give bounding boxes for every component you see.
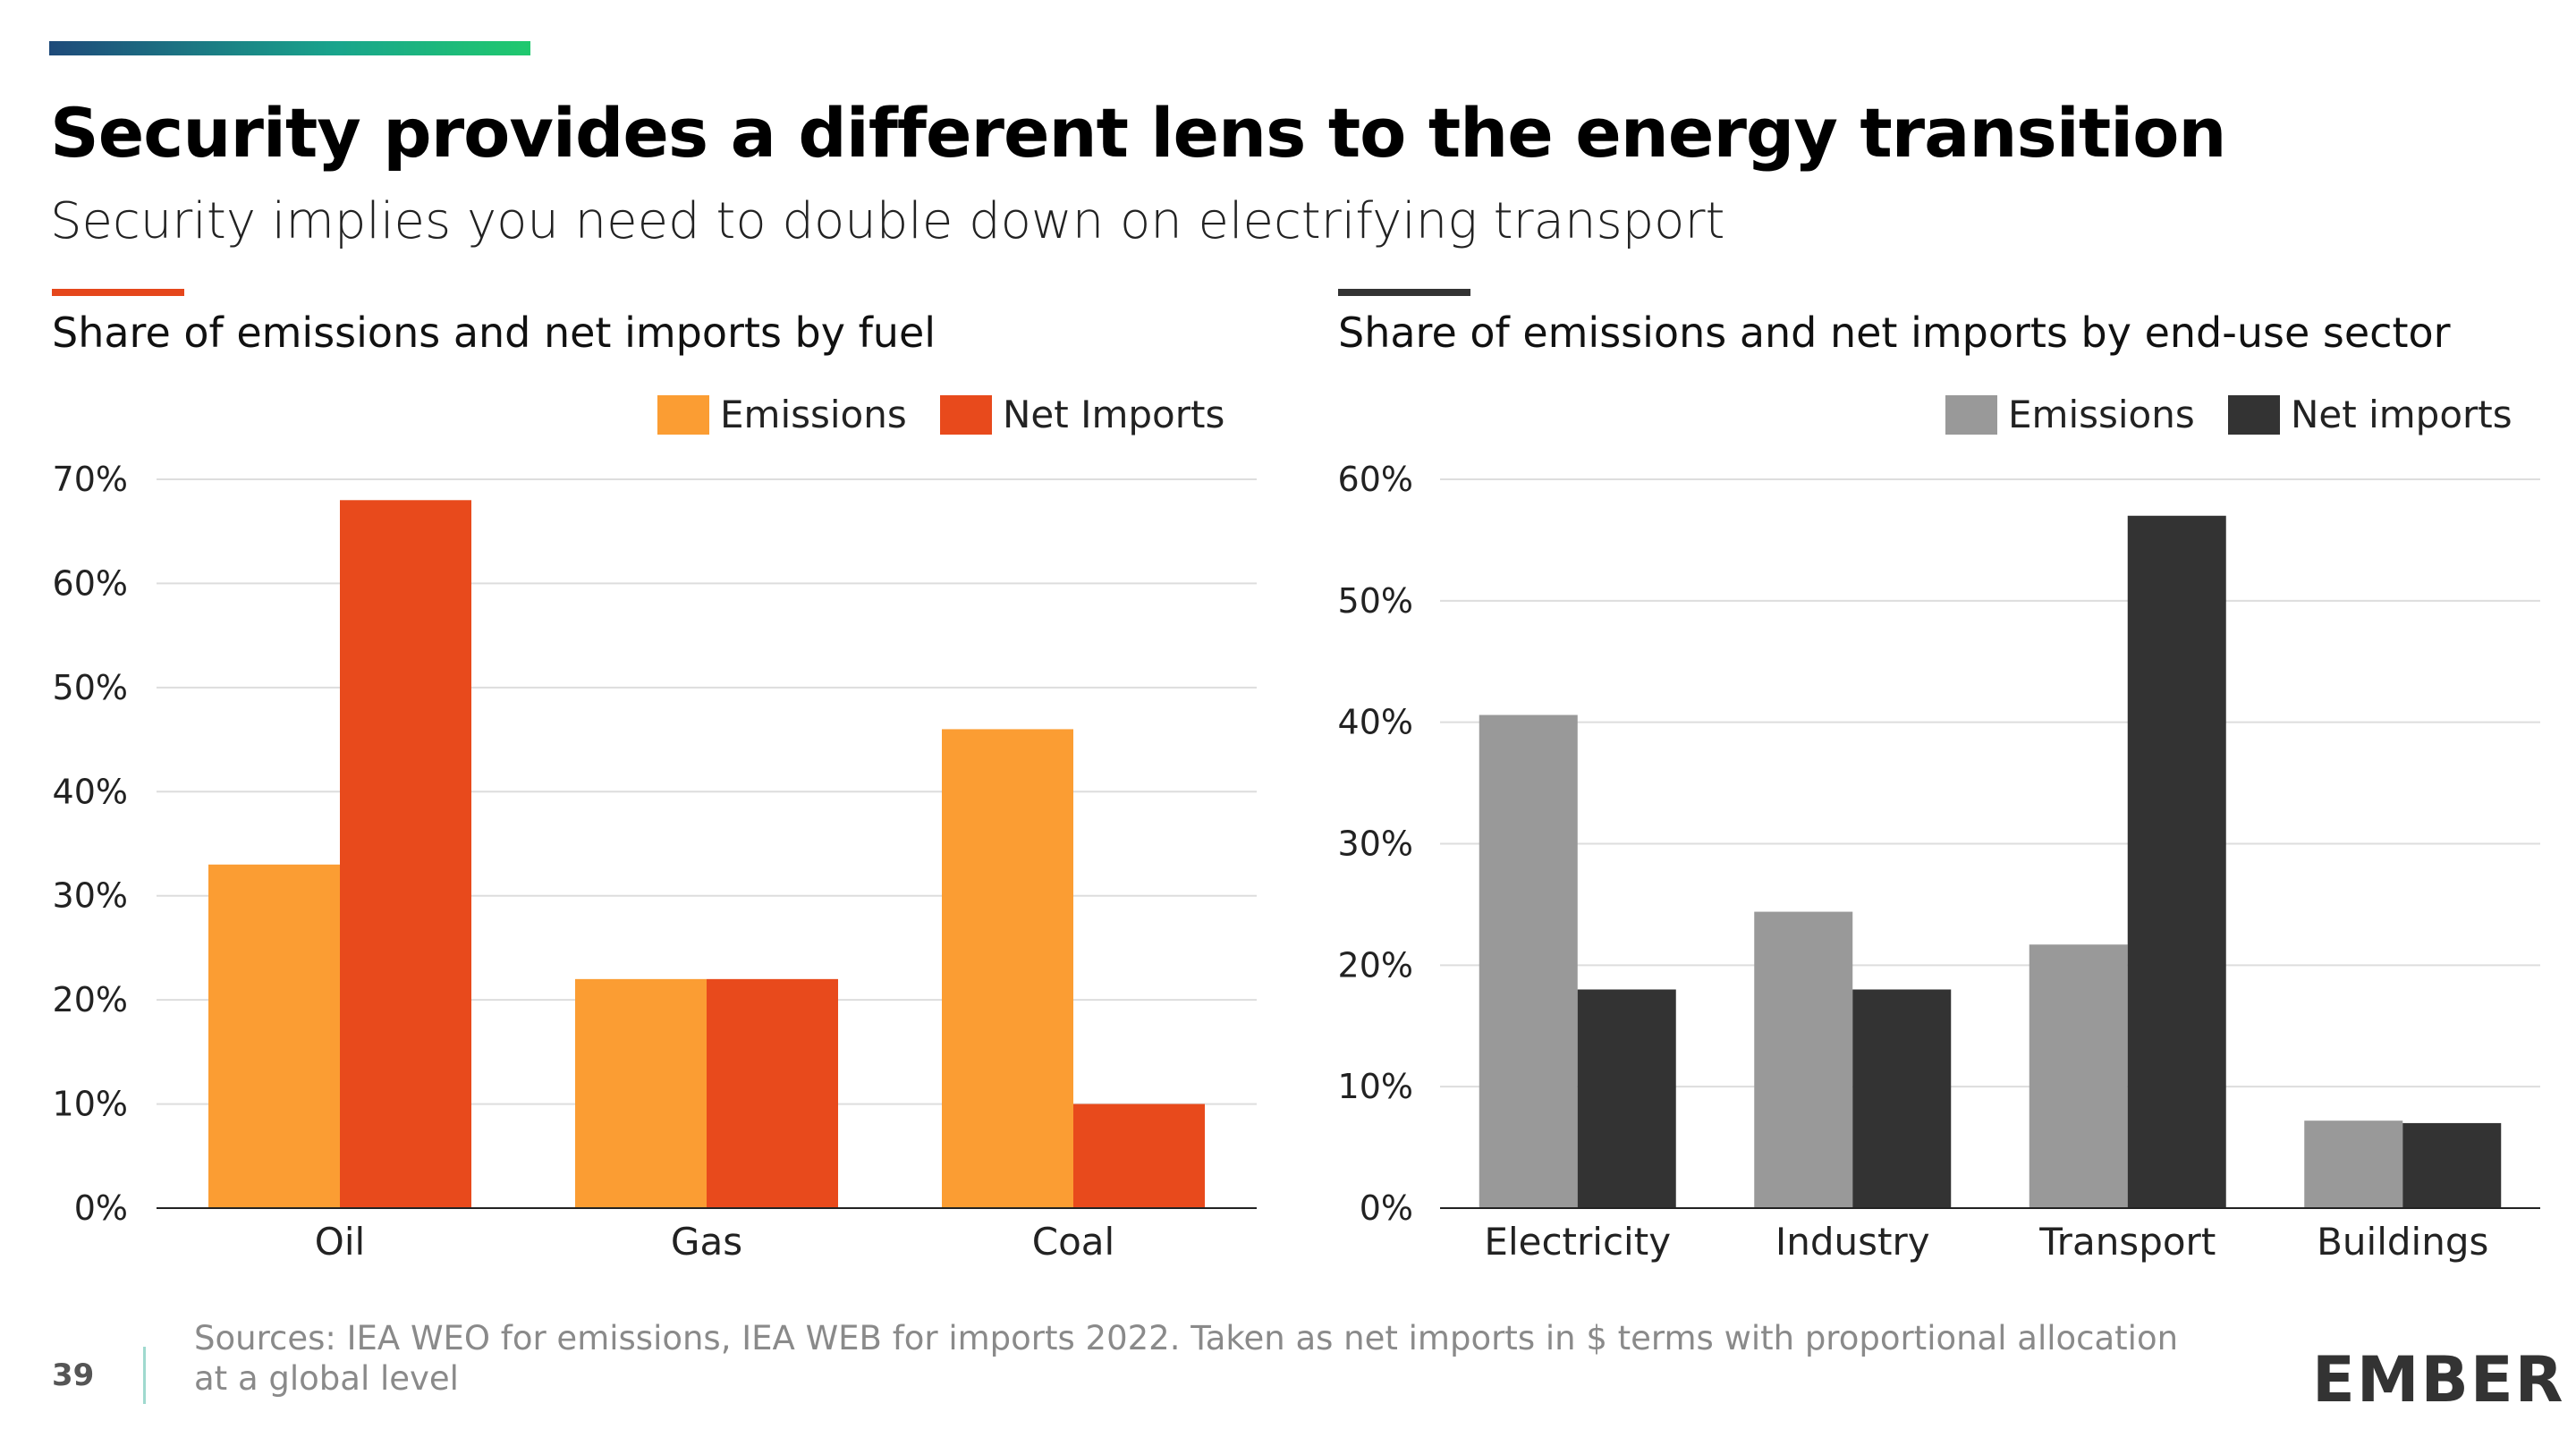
y-tick-50: 50% (1338, 581, 1413, 621)
legend-label-emissions: Emissions (720, 393, 907, 436)
y-tick-30: 30% (53, 876, 128, 916)
x-tick-coal: Coal (1032, 1220, 1114, 1264)
legend: Net Imports Emissions (657, 393, 1224, 436)
legend-swatch-net-imports (940, 395, 992, 435)
page-title: Security provides a different lens to th… (50, 93, 2227, 173)
x-tick-oil: Oil (315, 1220, 365, 1264)
fuel-chart-title: Share of emissions and net imports by fu… (52, 309, 936, 357)
x-tick-industry: Industry (1775, 1220, 1930, 1264)
x-tick-buildings: Buildings (2317, 1220, 2488, 1264)
y-tick-70: 70% (53, 460, 128, 499)
legend-label-net-imports: Net imports (2291, 393, 2512, 436)
y-tick-30: 30% (1338, 824, 1413, 864)
bar-emissions-gas (575, 978, 707, 1208)
bar-net-imports-industry (1852, 989, 1952, 1208)
y-tick-20: 20% (53, 980, 128, 1019)
legend: Net imports Emissions (1945, 393, 2512, 436)
y-tick-0: 0% (74, 1188, 128, 1228)
y-tick-40: 40% (1338, 703, 1413, 742)
y-tick-10: 10% (53, 1085, 128, 1124)
y-tick-0: 0% (1360, 1188, 1413, 1228)
bar-net-imports-gas (707, 978, 838, 1208)
page-number: 39 (52, 1357, 95, 1393)
y-tick-40: 40% (53, 772, 128, 811)
sector-chart-title: Share of emissions and net imports by en… (1338, 309, 2451, 357)
bar-net-imports-buildings (2402, 1122, 2502, 1208)
y-tick-60: 60% (1338, 460, 1413, 499)
fuel-bar-chart: 0% 10% 20% 30% 40% 50% 60% 70% Oil Gas Coal Net Imp… (53, 393, 1257, 1264)
bar-emissions-electricity (1479, 714, 1578, 1208)
ember-logo: EMBER (2312, 1343, 2565, 1416)
bar-emissions-buildings (2304, 1120, 2403, 1208)
bar-emissions-transport (2029, 944, 2128, 1208)
y-tick-60: 60% (53, 563, 128, 603)
bar-net-imports-oil (340, 500, 471, 1208)
bar-net-imports-coal (1073, 1103, 1205, 1208)
y-tick-20: 20% (1338, 945, 1413, 985)
x-tick-electricity: Electricity (1484, 1220, 1671, 1264)
left-chart-accent-line (52, 289, 184, 296)
page-subtitle: Security implies you need to double down… (50, 192, 1725, 250)
y-tick-50: 50% (53, 668, 128, 707)
bar-emissions-oil (208, 864, 340, 1208)
bar-emissions-industry (1754, 911, 1853, 1208)
legend-label-emissions: Emissions (2008, 393, 2195, 436)
x-tick-gas: Gas (671, 1220, 742, 1264)
legend-swatch-net-imports (2228, 395, 2280, 435)
bar-emissions-coal (942, 729, 1073, 1208)
right-chart-accent-line (1338, 289, 1470, 296)
bar-net-imports-transport (2127, 515, 2226, 1208)
sector-bar-chart: 0% 10% 20% 30% 40% 50% 60% Electricity Industry T… (1338, 393, 2540, 1264)
bar-net-imports-electricity (1577, 989, 1676, 1208)
legend-label-net-imports: Net Imports (1003, 393, 1224, 436)
legend-swatch-emissions (1945, 395, 1997, 435)
brand-gradient-bar (49, 41, 530, 55)
legend-swatch-emissions (657, 395, 709, 435)
x-tick-transport: Transport (2038, 1220, 2216, 1264)
y-tick-10: 10% (1338, 1067, 1413, 1106)
sources-note: Sources: IEA WEO for emissions, IEA WEB … (194, 1319, 2179, 1398)
footer-divider (143, 1347, 146, 1404)
